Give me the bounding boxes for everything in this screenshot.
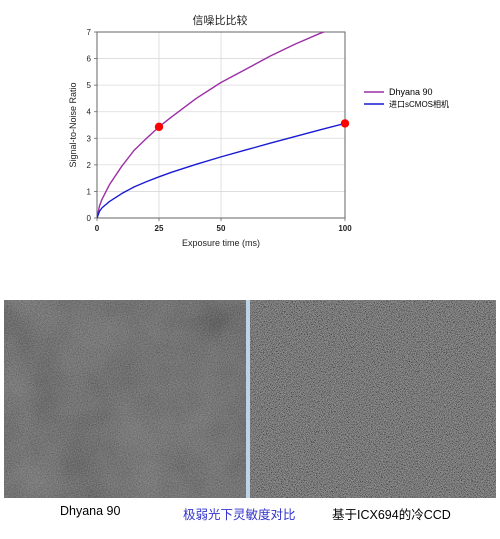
snr-chart: 信噪比比较 0 1 2 3 4 5 6 7 0 25 50 100 Exposure time (m…: [68, 13, 449, 248]
ccd-sample-image: [250, 300, 496, 498]
series-line-dhyana: [97, 32, 326, 218]
dhyana-noise-texture: [4, 300, 246, 498]
x-tick-label: 25: [155, 224, 164, 233]
highlight-marker: [154, 122, 164, 132]
caption-dhyana: Dhyana 90: [60, 504, 121, 518]
x-tick-label: 50: [217, 224, 226, 233]
legend: Dhyana 90 进口sCMOS相机: [364, 87, 449, 109]
y-tick-label: 6: [87, 55, 92, 64]
highlight-markers: [154, 119, 350, 132]
y-tick-label: 7: [87, 28, 92, 37]
series-lines: [97, 32, 345, 218]
ccd-noise-texture: [250, 300, 496, 498]
dhyana-sample-image: [4, 300, 246, 498]
y-tick-label: 0: [87, 214, 92, 223]
legend-label-scmos: 进口sCMOS相机: [389, 99, 449, 109]
series-line-scmos: [97, 122, 345, 218]
x-tick-label: 0: [95, 224, 100, 233]
grid: [97, 32, 345, 218]
y-tick-label: 2: [87, 161, 92, 170]
y-tick-label: 4: [87, 108, 92, 117]
y-axis-label: Signal-to-Noise Ratio: [68, 82, 78, 167]
caption-ccd: 基于ICX694的冷CCD: [332, 508, 451, 522]
image-divider: [246, 300, 250, 498]
chart-title: 信噪比比较: [193, 13, 248, 27]
y-tick-label: 3: [87, 134, 92, 143]
legend-label-dhyana: Dhyana 90: [389, 87, 433, 97]
x-axis-label: Exposure time (ms): [182, 238, 260, 248]
highlight-marker: [340, 119, 350, 128]
y-tick-label: 5: [87, 81, 92, 90]
y-tick-label: 1: [87, 187, 92, 196]
y-tick-labels: 0 1 2 3 4 5 6 7: [87, 28, 97, 223]
caption-comparison: 极弱光下灵敏度对比: [183, 508, 296, 522]
x-tick-labels: 0 25 50 100: [95, 218, 352, 233]
x-tick-label: 100: [338, 224, 352, 233]
